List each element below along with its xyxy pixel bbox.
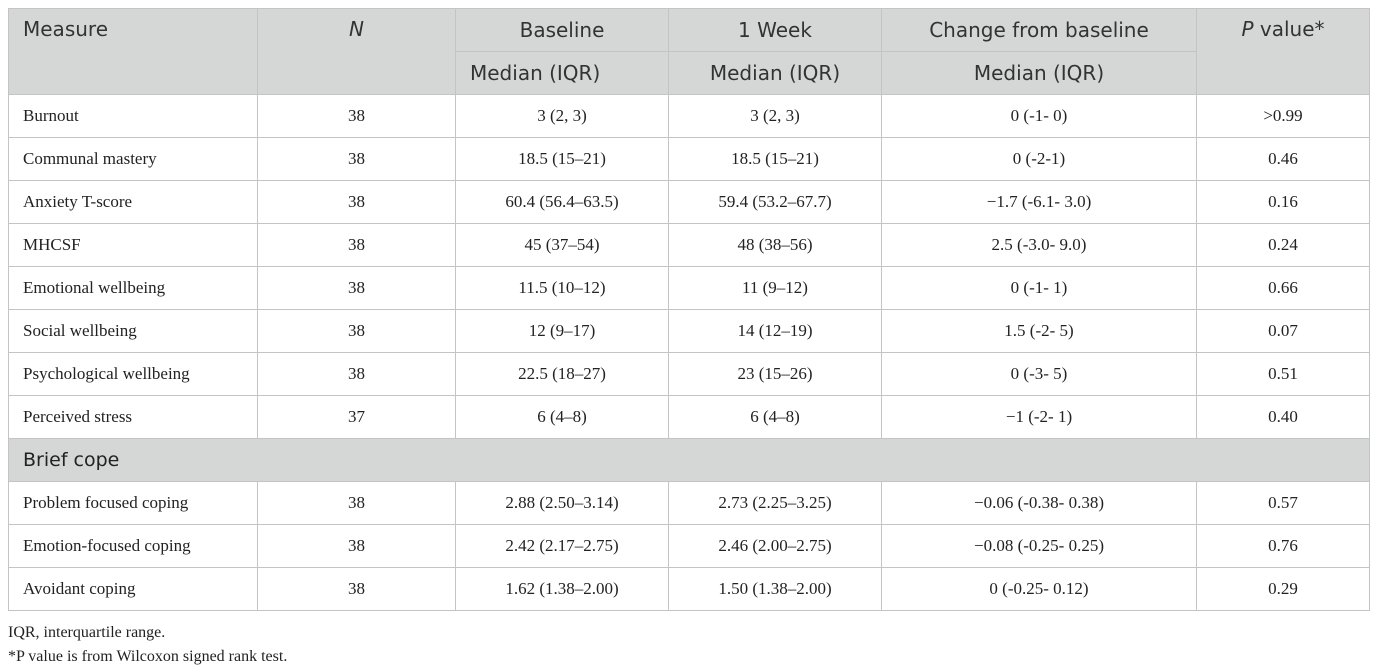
table-cell: 38: [257, 481, 456, 525]
footnote: IQR, interquartile range.: [8, 624, 166, 641]
table-cell: 38: [257, 567, 456, 611]
results-table: Measure N Baseline 1 Week Change from ba…: [8, 8, 1370, 611]
table-cell: 38: [257, 524, 456, 568]
table-cell: 6 (4–8): [668, 395, 882, 439]
header-cell: Change from baseline: [881, 8, 1197, 52]
table-cell: Emotional wellbeing: [8, 266, 258, 310]
table-cell: 14 (12–19): [668, 309, 882, 353]
table-body: Burnout 38 3 (2, 3) 3 (2, 3) 0 (-1- 0) >0.99 C…: [8, 94, 1370, 611]
table-cell: 0.57: [1196, 481, 1370, 525]
table-cell: 23 (15–26): [668, 352, 882, 396]
header-text: P: [1241, 17, 1254, 41]
table-cell: 18.5 (15–21): [455, 137, 669, 181]
table-cell: 0.76: [1196, 524, 1370, 568]
table-cell: 2.5 (-3.0- 9.0): [881, 223, 1197, 267]
subheader-cell: Median (IQR): [881, 51, 1197, 95]
table-cell: 6 (4–8): [455, 395, 669, 439]
header-text: value*: [1259, 17, 1325, 41]
table-row: Emotional wellbeing 38 11.5 (10–12) 11 (9–1…: [8, 266, 1370, 310]
subheader-cell: Median (IQR): [455, 51, 669, 95]
table-cell: 38: [257, 309, 456, 353]
table-cell: 0.24: [1196, 223, 1370, 267]
table-row: Problem focused coping 38 2.88 (2.50–3.14)…: [8, 481, 1370, 525]
table-cell: 0.29: [1196, 567, 1370, 611]
table-cell: 2.88 (2.50–3.14): [455, 481, 669, 525]
table-cell: 2.42 (2.17–2.75): [455, 524, 669, 568]
table-cell: MHCSF: [8, 223, 258, 267]
table-row: Social wellbeing 38 12 (9–17) 14 (12–19) 1.5…: [8, 309, 1370, 353]
table-cell: 12 (9–17): [455, 309, 669, 353]
table-cell: Emotion-focused coping: [8, 524, 258, 568]
table-cell: 3 (2, 3): [668, 94, 882, 138]
table-cell: 0 (-2-1): [881, 137, 1197, 181]
table-cell: 0 (-1- 0): [881, 94, 1197, 138]
table-cell: 1.5 (-2- 5): [881, 309, 1197, 353]
table-row: Emotion-focused coping 38 2.42 (2.17–2.75)…: [8, 524, 1370, 568]
table-cell: −1.7 (-6.1- 3.0): [881, 180, 1197, 224]
footnotes: IQR, interquartile range. *P value is fr…: [8, 621, 1369, 669]
table-cell: 3 (2, 3): [455, 94, 669, 138]
table-header: Measure N Baseline 1 Week Change from ba…: [8, 8, 1370, 95]
header-row: Measure N Baseline 1 Week Change from ba…: [8, 8, 1370, 95]
header-cell: 1 Week: [668, 8, 882, 52]
table-cell: 0.46: [1196, 137, 1370, 181]
table-container: Measure N Baseline 1 Week Change from ba…: [8, 8, 1370, 669]
table-cell: 0.16: [1196, 180, 1370, 224]
table-cell: Anxiety T-score: [8, 180, 258, 224]
table-row: Communal mastery 38 18.5 (15–21) 18.5 (15–2…: [8, 137, 1370, 181]
table-cell: 38: [257, 223, 456, 267]
table-cell: 48 (38–56): [668, 223, 882, 267]
header-cell: Baseline: [455, 8, 669, 52]
table-cell: 45 (37–54): [455, 223, 669, 267]
header-cell: P value*: [1196, 8, 1370, 95]
table-cell: 38: [257, 137, 456, 181]
table-cell: 0.40: [1196, 395, 1370, 439]
table-cell: Social wellbeing: [8, 309, 258, 353]
table-cell: −1 (-2- 1): [881, 395, 1197, 439]
table-cell: −0.08 (-0.25- 0.25): [881, 524, 1197, 568]
table-cell: 22.5 (18–27): [455, 352, 669, 396]
table-cell: 0 (-0.25- 0.12): [881, 567, 1197, 611]
table-cell: 0.07: [1196, 309, 1370, 353]
table-cell: Burnout: [8, 94, 258, 138]
header-cell: Measure: [8, 8, 258, 95]
table-row: Psychological wellbeing 38 22.5 (18–27) 23 …: [8, 352, 1370, 396]
table-row: Perceived stress 37 6 (4–8) 6 (4–8) −1 (-2- …: [8, 395, 1370, 439]
footnote: *P value is from Wilcoxon signed rank te…: [8, 648, 288, 665]
table-cell: 18.5 (15–21): [668, 137, 882, 181]
table-cell: Psychological wellbeing: [8, 352, 258, 396]
table-cell: 60.4 (56.4–63.5): [455, 180, 669, 224]
table-cell: 0.66: [1196, 266, 1370, 310]
table-row: Burnout 38 3 (2, 3) 3 (2, 3) 0 (-1- 0) >0.99: [8, 94, 1370, 138]
table-cell: Perceived stress: [8, 395, 258, 439]
table-cell: 11 (9–12): [668, 266, 882, 310]
table-cell: >0.99: [1196, 94, 1370, 138]
table-row: MHCSF 38 45 (37–54) 48 (38–56) 2.5 (-3.0- 9.…: [8, 223, 1370, 267]
table-cell: 38: [257, 94, 456, 138]
table-cell: Problem focused coping: [8, 481, 258, 525]
table-cell: Avoidant coping: [8, 567, 258, 611]
table-cell: 1.50 (1.38–2.00): [668, 567, 882, 611]
table-cell: 59.4 (53.2–67.7): [668, 180, 882, 224]
section-row: Brief cope: [8, 438, 1370, 482]
table-row: Anxiety T-score 38 60.4 (56.4–63.5) 59.4 (5…: [8, 180, 1370, 224]
table-cell: 38: [257, 266, 456, 310]
table-cell: 2.46 (2.00–2.75): [668, 524, 882, 568]
table-cell: 0 (-1- 1): [881, 266, 1197, 310]
table-cell: 38: [257, 352, 456, 396]
table-cell: Communal mastery: [8, 137, 258, 181]
table-cell: 1.62 (1.38–2.00): [455, 567, 669, 611]
subheader-cell: Median (IQR): [668, 51, 882, 95]
table-row: Avoidant coping 38 1.62 (1.38–2.00) 1.50 (1…: [8, 567, 1370, 611]
table-cell: 0 (-3- 5): [881, 352, 1197, 396]
table-cell: 2.73 (2.25–3.25): [668, 481, 882, 525]
table-cell: −0.06 (-0.38- 0.38): [881, 481, 1197, 525]
header-cell: N: [257, 8, 456, 95]
table-cell: 38: [257, 180, 456, 224]
table-cell: 37: [257, 395, 456, 439]
table-cell: 0.51: [1196, 352, 1370, 396]
table-cell: 11.5 (10–12): [455, 266, 669, 310]
section-title: Brief cope: [8, 438, 1370, 482]
